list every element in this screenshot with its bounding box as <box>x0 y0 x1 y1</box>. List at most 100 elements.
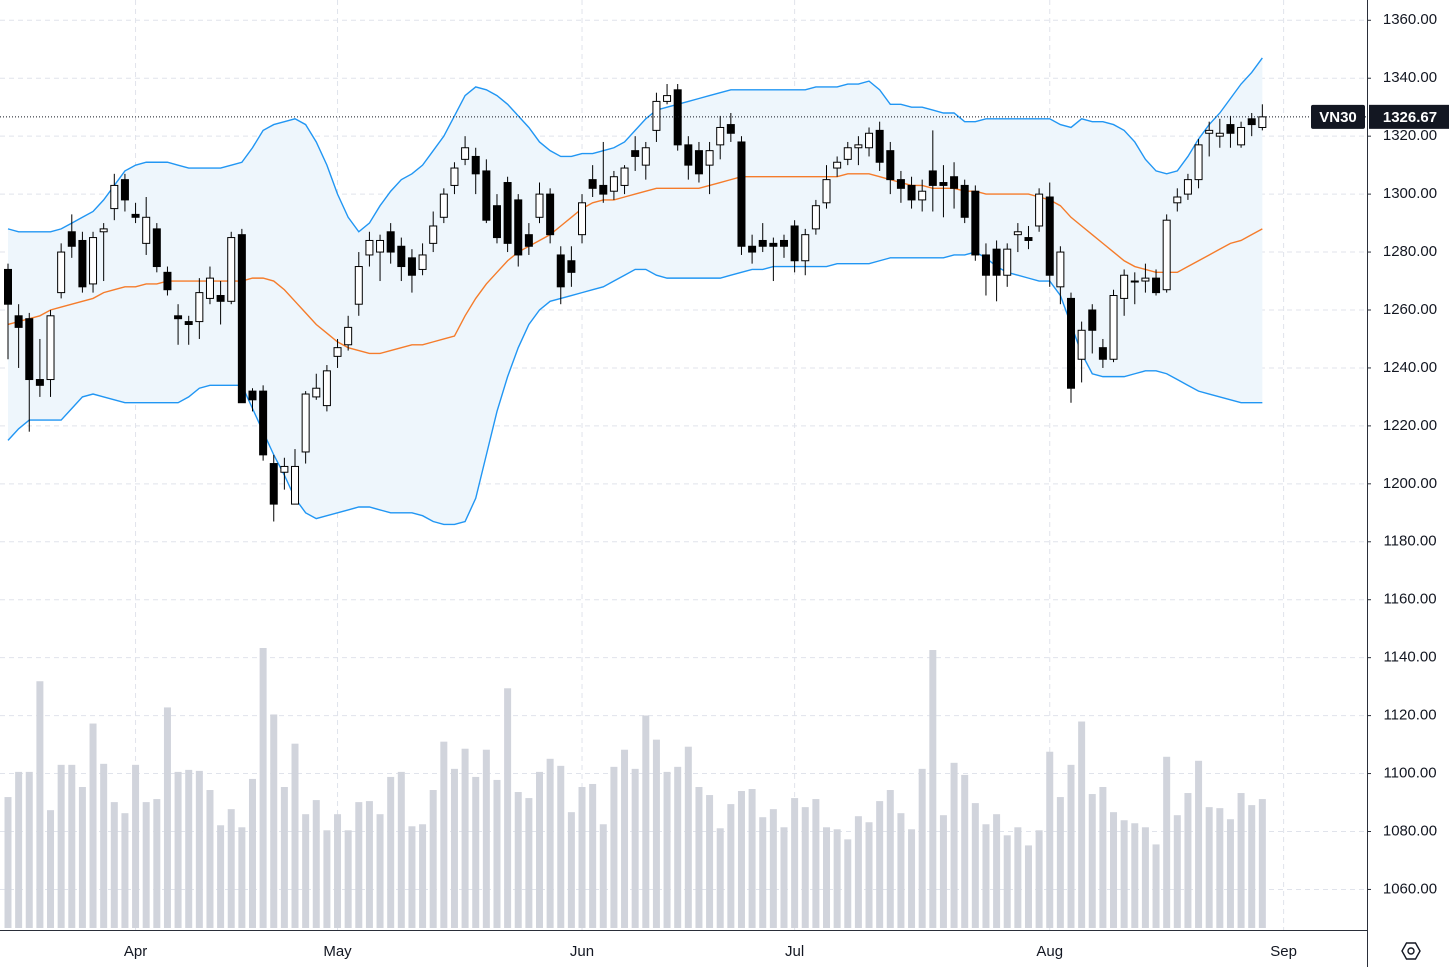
volume-bar <box>1131 823 1139 928</box>
volume-bar <box>876 801 884 928</box>
volume-bar <box>78 786 86 928</box>
x-tick-label: Jun <box>570 943 594 960</box>
x-tick-label: Sep <box>1270 943 1297 960</box>
volume-bar <box>1258 799 1266 928</box>
candle-body <box>1205 129 1214 134</box>
candle-body <box>429 225 438 244</box>
y-tick-label: 1060.00 <box>1383 880 1437 897</box>
candle-body <box>89 237 98 285</box>
candle-body <box>4 268 12 305</box>
volume-bar <box>1226 819 1234 928</box>
candle-body <box>1024 237 1033 241</box>
candle-body <box>237 234 246 404</box>
volume-bar <box>1195 760 1203 928</box>
y-tick-label: 1300.00 <box>1383 185 1437 202</box>
candle-body <box>801 234 810 262</box>
candle-body <box>1077 329 1086 360</box>
volume-bar <box>153 799 161 928</box>
candle-body <box>439 193 448 218</box>
volume-bar <box>589 783 597 928</box>
x-tick-label: Apr <box>124 943 147 960</box>
candle-body <box>514 199 523 256</box>
candle-body <box>1194 144 1203 181</box>
volume-bar <box>1237 793 1245 928</box>
volume-bar <box>610 766 618 928</box>
candle-body <box>971 190 980 256</box>
candle-body <box>503 182 512 244</box>
volume-bar <box>939 815 947 928</box>
symbol-label: VN30 <box>1319 109 1357 126</box>
candle-body <box>1258 116 1267 128</box>
candle-body <box>248 390 257 401</box>
candle-body <box>1183 179 1192 195</box>
volume-bar <box>387 776 395 928</box>
volume-bar <box>334 814 342 928</box>
candle-body <box>1152 277 1161 294</box>
volume-bar <box>1056 797 1064 928</box>
volume-bar <box>812 799 820 928</box>
volume-bar <box>36 681 44 928</box>
candle-body <box>1247 118 1256 126</box>
candle-body <box>312 387 321 398</box>
volume-bar <box>270 714 278 928</box>
candle-body <box>896 179 905 189</box>
candle-body <box>227 237 236 302</box>
y-tick-label: 1240.00 <box>1383 359 1437 376</box>
volume-bar <box>1067 764 1075 928</box>
settings-button[interactable] <box>1401 942 1421 960</box>
y-tick-label: 1280.00 <box>1383 243 1437 260</box>
volume-bar <box>440 741 448 928</box>
volume-bar <box>25 771 33 928</box>
volume-bar <box>195 770 203 928</box>
y-tick-label: 1140.00 <box>1383 649 1436 666</box>
volume-bar <box>1110 812 1118 928</box>
volume-bar <box>291 743 299 928</box>
volume-bar <box>567 812 575 928</box>
settings-icon[interactable] <box>1401 942 1421 960</box>
candle-body <box>705 150 714 166</box>
volume-bar <box>15 771 23 928</box>
band-area <box>8 57 1263 525</box>
volume-bar <box>1141 827 1149 928</box>
candle-body <box>1045 196 1054 276</box>
volume-bar <box>121 813 129 928</box>
candle-body <box>599 184 608 195</box>
candle-body <box>918 190 927 201</box>
volume-bar <box>1003 835 1011 928</box>
candle-body <box>960 184 969 218</box>
candle-body <box>1013 231 1022 236</box>
candle-body <box>950 176 959 189</box>
volume-bar <box>1248 805 1256 928</box>
candle-body <box>14 315 23 328</box>
volume-bar <box>1173 815 1181 928</box>
volume-bar <box>259 648 267 928</box>
settings-icon-center <box>1407 947 1415 955</box>
volume-bar <box>716 828 724 928</box>
candle-body <box>1088 309 1097 331</box>
lower-band-line <box>7 251 1263 526</box>
volume-bar <box>908 829 916 928</box>
volume-bar <box>89 723 97 928</box>
candle-body <box>78 239 87 288</box>
volume-bar <box>132 764 140 928</box>
candle-body <box>492 205 501 239</box>
candle-body <box>631 150 640 157</box>
candle-body <box>641 147 650 166</box>
candle-body <box>567 260 576 273</box>
volume-bar <box>918 768 926 928</box>
candle-body <box>769 242 778 247</box>
volume-bar <box>280 786 288 928</box>
volume-bar <box>355 802 363 928</box>
candle-body <box>865 132 874 149</box>
candle-body <box>280 465 289 473</box>
candle-body <box>46 315 55 381</box>
candle-body <box>1130 280 1139 283</box>
candle-body <box>694 150 703 175</box>
volume-bar <box>227 809 235 928</box>
volume-bar <box>1163 756 1171 928</box>
candle-body <box>1120 274 1129 299</box>
y-tick-label: 1260.00 <box>1383 301 1437 318</box>
volume-bar <box>684 746 692 928</box>
volume-bar <box>961 774 969 928</box>
volume-bar <box>1099 786 1107 928</box>
